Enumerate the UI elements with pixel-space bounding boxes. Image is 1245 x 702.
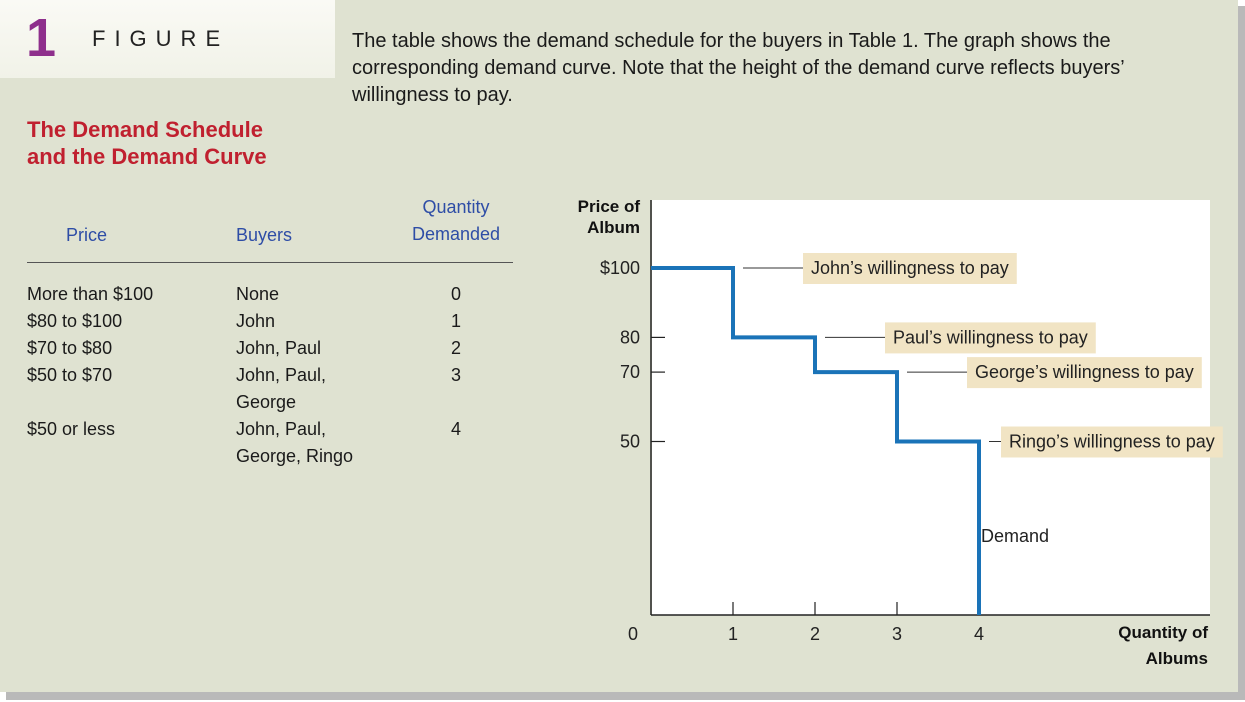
annotation-label: Ringo’s willingness to pay [1009,432,1215,452]
demand-curve [651,266,981,615]
table-cell-price: $50 or less [27,419,116,439]
x-tick-label: 1 [728,624,738,644]
y-tick-label: 80 [620,327,640,347]
table-header-price: Price [66,225,108,245]
table-header-quantity: Quantity Demanded [406,194,506,248]
subtitle-line-2: and the Demand Curve [27,144,267,169]
table-cell-quantity: 4 [450,419,461,439]
table-cell-price: $80 to $100 [27,311,123,331]
table-cell-price: $70 to $80 [27,338,113,358]
subtitle-line-1: The Demand Schedule [27,117,263,142]
table-cell-buyers: John [236,311,276,331]
table-cell-quantity: 1 [450,311,461,331]
buyers-line-2: George, Ringo [236,446,354,466]
table-cell-price: $50 to $70 [27,365,113,385]
table-cell-buyers: John, Paul, George, Ringo [236,416,353,470]
x-axis-title-line-1: Quantity of [1118,623,1208,642]
buyers-line-1: John, Paul, [236,365,327,385]
table-cell-buyers: John, Paul [236,338,322,358]
table-cell-buyers: None [236,284,280,304]
annotation-label: George’s willingness to pay [975,362,1194,382]
y-tick-label: $100 [600,258,640,278]
buyers-line-1: John, Paul, [236,419,327,439]
annotation-box [967,357,1202,389]
y-tick-label: 70 [620,362,640,382]
y-axis-title-line-2: Album [587,218,640,237]
panel-shadow-bottom [6,692,1245,700]
annotation-label: John’s willingness to pay [811,258,1009,278]
table-header-buyers: Buyers [236,225,293,245]
annotation-box [1001,426,1223,458]
y-ticks: $100 80 70 50 [600,258,665,452]
table-header-quantity-line-2: Demanded [411,224,501,244]
annotation-box [885,322,1096,354]
figure-subtitle: The Demand Schedule and the Demand Curve [27,116,327,170]
annotation-leaders [743,267,1001,442]
table-cell-quantity: 0 [450,284,461,304]
x-axis-title-line-2: Albums [1146,649,1208,668]
table-cell-buyers: John, Paul, George [236,362,326,416]
demand-curve-label: Demand [981,526,1049,546]
y-tick-label: 50 [620,432,640,452]
x-tick-label: 0 [628,624,638,644]
table-cell-price: More than $100 [27,284,154,304]
figure-label: FIGURE [92,26,230,51]
figure-number: 1 [26,8,57,68]
annotation-box [803,253,1017,284]
table-header-rule [27,262,513,263]
buyers-line-2: George [236,392,297,412]
x-tick-label: 4 [974,624,984,644]
y-axis-title-line-1: Price of [578,197,641,216]
table-header-quantity-line-1: Quantity [422,197,490,217]
panel-shadow-right [1238,6,1245,696]
figure-caption: The table shows the demand schedule for … [352,30,1124,106]
x-tick-label: 2 [810,624,820,644]
x-tick-label: 3 [892,624,902,644]
annotation-label: Paul’s willingness to pay [893,327,1088,347]
figure-header-band [0,0,335,78]
table-cell-quantity: 2 [450,338,461,358]
annotations: John’s willingness to pay Paul’s willingn… [803,253,1223,458]
table-cell-quantity: 3 [450,365,461,385]
